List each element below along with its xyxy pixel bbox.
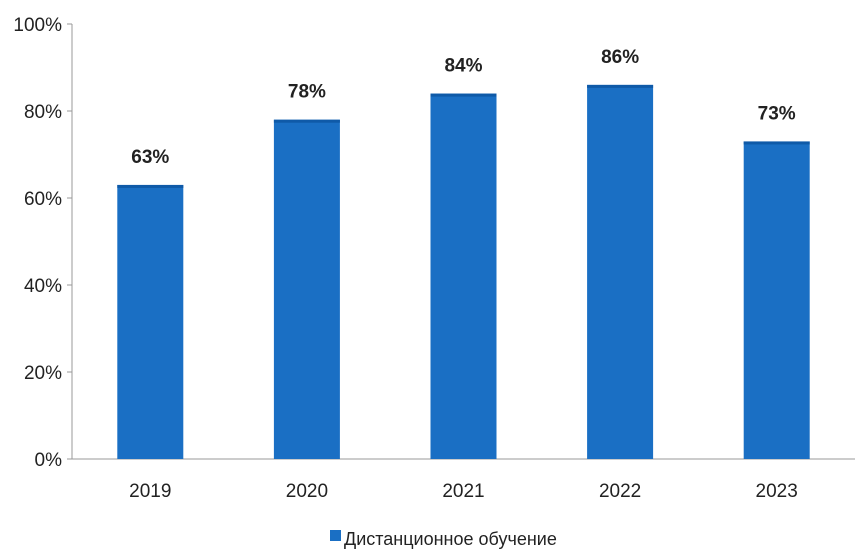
bar [117, 184, 184, 459]
data-label: 78% [288, 82, 326, 103]
x-tick-label: 2020 [286, 481, 328, 502]
bar-top-edge [743, 141, 810, 145]
x-tick-label: 2022 [599, 481, 641, 502]
bar-top-edge [117, 184, 184, 188]
x-tick-label: 2023 [756, 481, 798, 502]
bar-top-edge [587, 84, 654, 88]
legend: Дистанционное обучение [330, 529, 557, 549]
y-tick-label: 80% [24, 102, 62, 123]
y-tick-label: 60% [24, 189, 62, 210]
y-tick-label: 100% [13, 15, 62, 36]
y-tick-label: 40% [24, 276, 62, 297]
legend-swatch [330, 530, 341, 541]
bar [587, 84, 654, 460]
bar-top-edge [273, 119, 340, 123]
legend-label: Дистанционное обучение [344, 529, 557, 549]
y-tick-label: 20% [24, 363, 62, 384]
x-tick-label: 2019 [129, 481, 171, 502]
bar [273, 119, 340, 459]
y-tick-label: 0% [35, 450, 63, 471]
x-tick-label: 2021 [442, 481, 484, 502]
bar [430, 93, 497, 459]
data-label: 86% [601, 47, 639, 68]
data-labels: 63% 78% 84% 86% 73% [131, 47, 796, 168]
bars [117, 84, 810, 460]
data-label: 84% [444, 56, 482, 77]
bar [743, 141, 810, 459]
bar-top-edge [430, 93, 497, 97]
axes: 0% 20% 40% 60% 80% 100% 2019 2020 2021 2022 2023 [13, 15, 855, 502]
data-label: 63% [131, 147, 169, 168]
data-label: 73% [758, 103, 796, 124]
